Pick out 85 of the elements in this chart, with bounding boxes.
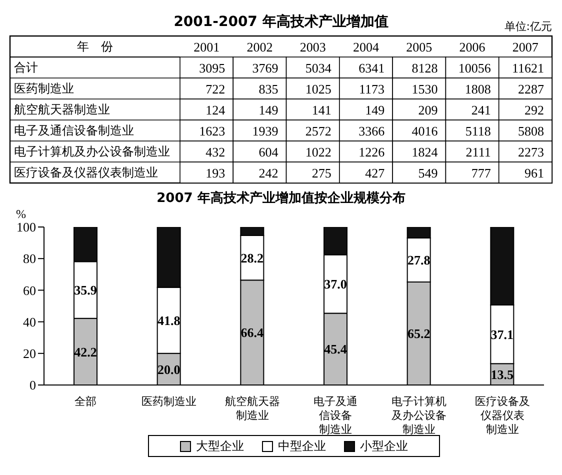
y-tick-label: 航空航天器制造业 <box>14 102 110 116</box>
data-label: 427 <box>365 166 386 180</box>
x-tick-label: 电子计算机及办公设备制造业 <box>392 395 446 436</box>
data-label: 1939 <box>252 124 278 138</box>
data-label: 28.2 <box>240 250 264 266</box>
legend-label: 中型企业 <box>278 438 326 454</box>
data-label: 141 <box>312 102 332 118</box>
y-tick-label: 20 <box>23 346 36 362</box>
data-label: 432 <box>206 144 226 160</box>
x-tick-label: 航空航天器制造业 <box>224 395 280 422</box>
data-label: 1623 <box>199 124 226 138</box>
data-label: 1824 <box>412 144 438 160</box>
data-label: 2273 <box>518 144 544 160</box>
data-label: 6341 <box>358 60 385 76</box>
y-tick-label: 40 <box>23 314 36 330</box>
text: 单位:亿元 <box>504 20 552 33</box>
chart-title: 2001-2007 年高技术产业增加值 <box>174 13 388 30</box>
data-label: 5808 <box>518 124 544 138</box>
x-axis-title: 年 份 <box>77 40 113 54</box>
x-tick-label: 医疗设备及仪器仪表制造业 <box>474 395 530 436</box>
x-tick-label: 2002 <box>246 40 273 54</box>
data-label: 2111 <box>466 144 491 160</box>
data-label: 37.1 <box>490 326 514 342</box>
data-label: 35.9 <box>74 282 98 298</box>
data-label: 20.0 <box>157 362 180 377</box>
x-tick-label: 全部 <box>74 395 97 408</box>
data-label: 3095 <box>199 60 226 76</box>
data-label: 1808 <box>464 82 491 96</box>
legend-label: 大型企业 <box>196 438 244 454</box>
y-tick-label: 合计 <box>14 60 38 74</box>
y-tick-label: 80 <box>23 251 36 266</box>
data-label: 27.8 <box>407 252 431 268</box>
data-label: 835 <box>258 82 278 96</box>
y-tick-label: 医疗设备及仪器仪表制造业 <box>14 166 158 180</box>
data-label: 1022 <box>305 144 332 160</box>
data-label: 2572 <box>305 124 332 138</box>
data-label: 242 <box>258 166 278 180</box>
data-label: 275 <box>312 166 332 180</box>
legend-label: 小型企业 <box>360 438 408 454</box>
data-label: 604 <box>258 144 279 160</box>
data-label: 4016 <box>412 124 438 138</box>
data-label: 13.5 <box>490 366 514 382</box>
data-label: 45.4 <box>324 342 348 357</box>
y-tick-label: 电子计算机及办公设备制造业 <box>14 144 170 158</box>
data-label: 1530 <box>412 82 438 96</box>
data-label: 11621 <box>512 60 544 76</box>
data-label: 10056 <box>458 60 492 76</box>
chart-title: 2007 年高技术产业增加值按企业规模分布 <box>156 190 406 207</box>
data-label: 2287 <box>518 82 544 96</box>
data-label: 8128 <box>412 60 438 76</box>
data-label: 193 <box>206 166 226 180</box>
data-label: 149 <box>258 102 278 118</box>
data-label: 37.0 <box>324 276 347 292</box>
data-label: 549 <box>418 166 438 180</box>
data-label: 1173 <box>359 82 385 96</box>
x-tick-label: 2001 <box>194 40 220 54</box>
y-tick-label: 100 <box>16 220 36 235</box>
data-label: 5034 <box>305 60 332 76</box>
y-tick-label: 60 <box>23 282 36 298</box>
data-label: 3366 <box>358 124 386 138</box>
data-label: 124 <box>206 102 226 118</box>
y-axis-title: % <box>16 207 26 222</box>
data-label: 722 <box>206 82 226 96</box>
data-label: 149 <box>365 102 385 118</box>
data-label: 3769 <box>252 60 278 76</box>
data-label: 65.2 <box>407 326 430 342</box>
data-label: 961 <box>524 166 544 180</box>
data-label: 1025 <box>305 82 332 96</box>
x-tick-label: 2004 <box>353 40 380 54</box>
data-label: 292 <box>524 102 544 118</box>
data-label: 241 <box>471 102 491 118</box>
data-label: 1226 <box>358 144 386 160</box>
y-tick-label: 电子及通信设备制造业 <box>14 124 134 138</box>
x-tick-label: 医药制造业 <box>142 395 196 408</box>
x-tick-label: 2003 <box>300 40 326 54</box>
data-label: 42.2 <box>74 344 97 360</box>
x-tick-label: 2007 <box>512 40 539 54</box>
data-label: 209 <box>418 102 438 118</box>
y-tick-label: 医药制造业 <box>14 82 74 96</box>
x-tick-label: 2006 <box>459 40 486 54</box>
data-label: 5118 <box>465 124 491 138</box>
x-tick-label: 2005 <box>406 40 432 54</box>
x-tick-label: 电子及通信设备制造业 <box>314 395 358 436</box>
y-tick-label: 0 <box>30 378 36 393</box>
data-label: 777 <box>471 166 492 180</box>
